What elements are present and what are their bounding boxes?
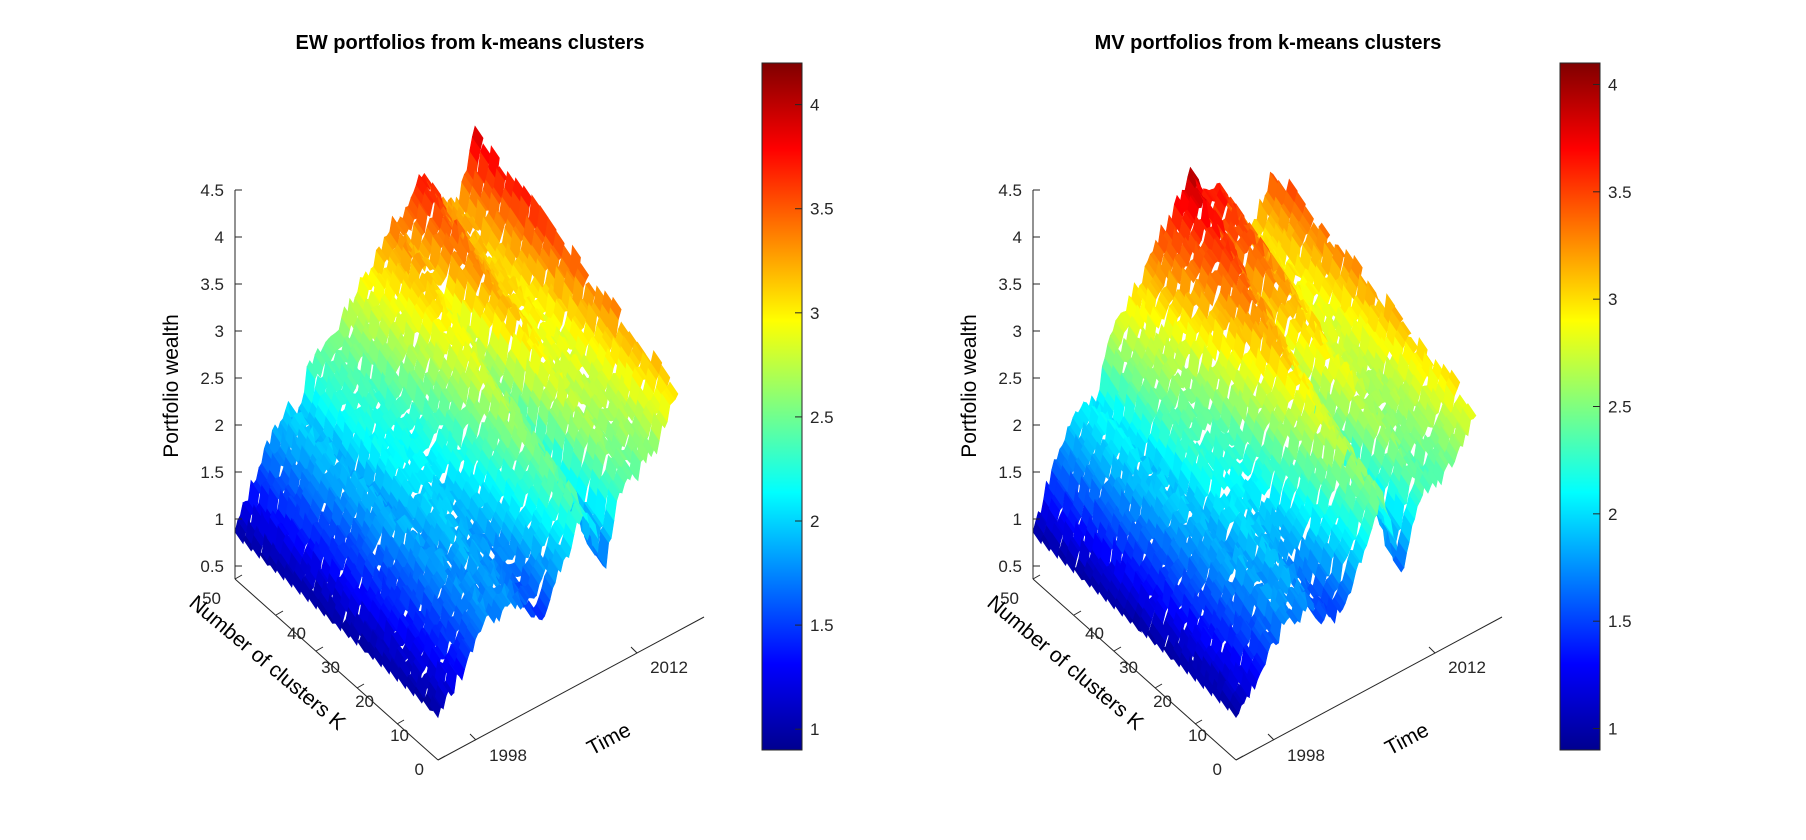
colorbar-tick-label: 4 (1608, 75, 1617, 94)
ew-panel: EW portfolios from k-means clusters 0.5 … (160, 32, 834, 779)
colorbar-tick-label: 1 (810, 720, 819, 739)
mv-z-tick-label: 4.5 (998, 181, 1022, 200)
ew-colorbar-gradient (761, 62, 803, 751)
ew-k-tick-label: 10 (390, 726, 409, 745)
mv-time-tick-label: 1998 (1287, 746, 1325, 765)
mv-chart-title: MV portfolios from k-means clusters (1095, 32, 1442, 54)
ew-colorbar: 1 1.5 2 2.5 3 3.5 4 (761, 62, 834, 751)
ew-k-tick-label: 40 (287, 624, 306, 643)
surface-patch (577, 262, 590, 281)
mv-z-tick-label: 0.5 (998, 557, 1022, 576)
colorbar-tick-label: 3.5 (1608, 183, 1632, 202)
ew-surface (234, 125, 679, 719)
mv-z-tick-label: 4 (1013, 228, 1022, 247)
surface-patch (545, 216, 557, 248)
surface-patch (553, 230, 565, 259)
colorbar-tick-label: 2 (810, 512, 819, 531)
mv-k-tick-label: 20 (1153, 692, 1172, 711)
ew-z-tick-label: 4 (215, 228, 224, 247)
colorbar-tick-label: 3.5 (810, 200, 834, 219)
ew-z-tick-label: 2 (215, 416, 224, 435)
ew-z-tick-label: 1 (215, 510, 224, 529)
mv-colorbar: 1 1.5 2 2.5 3 3.5 4 (1559, 62, 1632, 751)
ew-z-ticks: 0.5 1 1.5 2 2.5 3 3.5 4 4.5 (200, 181, 242, 576)
mv-k-tick-label: 40 (1085, 624, 1104, 643)
mv-k-tick-label: 30 (1119, 658, 1138, 677)
mv-z-tick-label: 2 (1013, 416, 1022, 435)
ew-z-tick-label: 3.5 (200, 275, 224, 294)
ew-z-tick-label: 2.5 (200, 369, 224, 388)
ew-chart-title: EW portfolios from k-means clusters (296, 32, 645, 54)
ew-z-tick-label: 1.5 (200, 463, 224, 482)
ew-time-axis-line (437, 616, 705, 761)
mv-z-axis-label: Portfolio wealth (958, 314, 981, 458)
colorbar-tick-label: 2.5 (1608, 398, 1632, 417)
mv-k-tick-label: 10 (1188, 726, 1207, 745)
colorbar-tick-label: 3 (1608, 290, 1617, 309)
colorbar-tick-label: 4 (810, 96, 819, 115)
mv-panel: MV portfolios from k-means clusters 0.5 … (958, 32, 1632, 779)
ew-time-ticks: 1998 2012 (469, 646, 688, 765)
colorbar-tick-label: 2.5 (810, 408, 834, 427)
mv-z-tick-label: 2.5 (998, 369, 1022, 388)
colorbar-tick-label: 1 (1608, 720, 1617, 739)
mv-time-axis-label: Time (1381, 718, 1432, 760)
ew-time-axis-label: Time (583, 718, 634, 760)
ew-z-tick-label: 4.5 (200, 181, 224, 200)
mv-z-tick-label: 1 (1013, 510, 1022, 529)
surface-patch (471, 125, 484, 150)
mv-time-tick-label: 2012 (1448, 658, 1486, 677)
ew-z-tick-label: 0.5 (200, 557, 224, 576)
mv-z-tick-label: 3.5 (998, 275, 1022, 294)
mv-z-tick-label: 1.5 (998, 463, 1022, 482)
ew-k-tick-label: 30 (321, 658, 340, 677)
colorbar-tick-label: 3 (810, 304, 819, 323)
ew-z-axis-label: Portfolio wealth (160, 314, 183, 458)
colorbar-tick-label: 1.5 (1608, 612, 1632, 631)
ew-z-tick-label: 3 (215, 322, 224, 341)
ew-time-tick-label: 1998 (489, 746, 527, 765)
ew-time-tick-label: 2012 (650, 658, 688, 677)
colorbar-tick-label: 2 (1608, 505, 1617, 524)
colorbar-tick-label: 1.5 (810, 616, 834, 635)
ew-k-tick-label: 20 (355, 692, 374, 711)
mv-z-tick-label: 3 (1013, 322, 1022, 341)
mv-z-ticks: 0.5 1 1.5 2 2.5 3 3.5 4 4.5 (998, 181, 1040, 576)
mv-k-tick-label: 0 (1213, 760, 1222, 779)
mv-time-ticks: 1998 2012 (1267, 646, 1486, 765)
ew-k-tick-label: 0 (415, 760, 424, 779)
